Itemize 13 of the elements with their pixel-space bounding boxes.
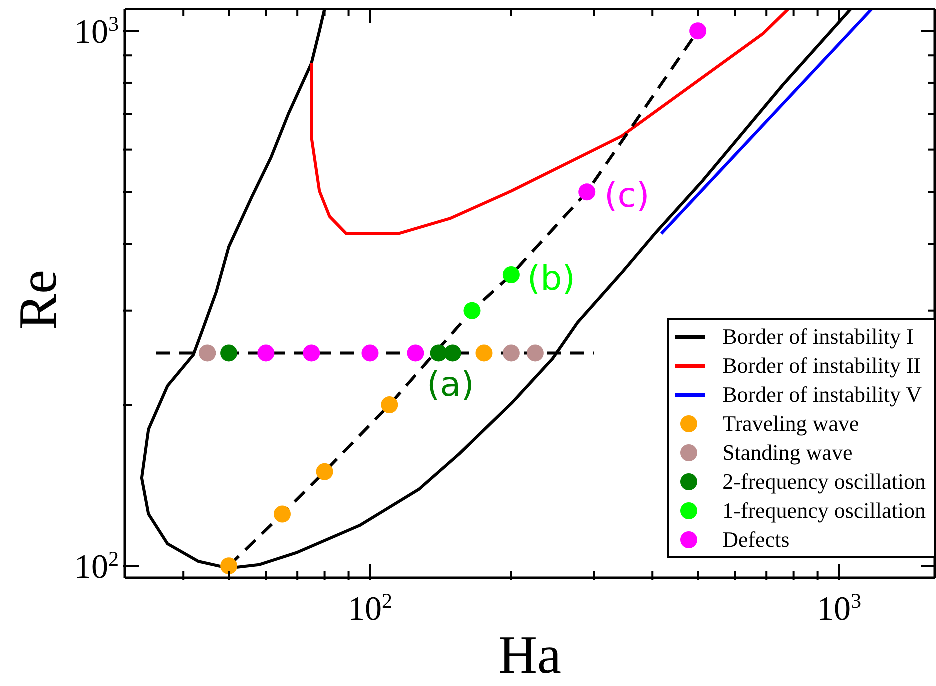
legend-label: Standing wave	[722, 439, 853, 467]
annotation: (b)	[527, 259, 576, 300]
legend-label: Border of instability V	[722, 381, 922, 409]
annotation: (c)	[604, 176, 650, 216]
legend-label: Traveling wave	[722, 410, 860, 438]
x-axis-title: Ha	[498, 625, 562, 685]
legend-label: Border of instability II	[722, 352, 922, 380]
legend-label: 1-frequency oscillation	[722, 497, 926, 525]
legend-label: 2-frequency oscillation	[722, 468, 926, 496]
legend-label: Border of instability I	[722, 323, 914, 351]
annotation: (a)	[427, 364, 474, 405]
y-axis-title: Re	[8, 270, 68, 330]
legend-label: Defects	[722, 526, 790, 554]
